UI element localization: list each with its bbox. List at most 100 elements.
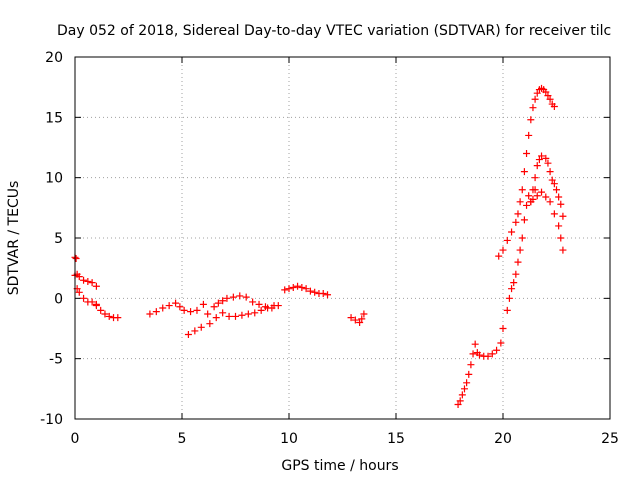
data-point: [360, 310, 368, 318]
data-point: [529, 104, 537, 112]
data-point: [214, 299, 222, 307]
data-point: [527, 116, 535, 124]
data-point: [520, 216, 528, 224]
data-point: [311, 288, 319, 296]
data-point: [557, 200, 565, 208]
points-layer: [71, 84, 567, 409]
data-point: [281, 286, 289, 294]
data-point: [324, 291, 332, 299]
data-point: [499, 325, 507, 332]
data-point: [527, 198, 535, 206]
data-point: [206, 320, 214, 328]
data-point: [454, 401, 462, 409]
data-point: [242, 293, 250, 301]
data-point: [199, 300, 207, 308]
data-point: [187, 308, 195, 316]
data-point: [223, 294, 231, 302]
data-point: [97, 306, 105, 314]
data-point: [294, 282, 302, 290]
x-axis-label: GPS time / hours: [281, 458, 398, 474]
data-point: [257, 306, 265, 314]
data-point: [191, 327, 199, 335]
y-tick-label: 15: [45, 110, 63, 126]
data-point: [484, 352, 492, 360]
data-point: [356, 318, 364, 326]
data-point: [550, 102, 558, 110]
x-tick-label: 10: [280, 431, 298, 447]
data-point: [525, 131, 533, 139]
data-point: [559, 246, 567, 254]
data-point: [497, 339, 505, 347]
data-point: [525, 192, 533, 200]
data-point: [114, 314, 122, 322]
x-tick-label: 5: [178, 431, 187, 447]
plot-frame: [74, 56, 611, 420]
data-point: [531, 95, 539, 103]
data-point: [75, 273, 83, 281]
data-point: [542, 193, 550, 201]
chart-title: Day 052 of 2018, Sidereal Day-to-day VTE…: [57, 23, 611, 39]
data-point: [255, 300, 263, 308]
data-point: [518, 186, 526, 194]
data-point: [92, 300, 100, 308]
data-point: [460, 385, 468, 393]
data-point: [347, 314, 355, 322]
x-tick-label: 15: [387, 431, 405, 447]
data-point: [499, 246, 507, 254]
data-point: [514, 258, 522, 266]
data-point: [493, 346, 501, 354]
data-point: [251, 309, 259, 317]
data-point: [542, 154, 550, 162]
data-point: [463, 379, 471, 387]
data-point: [503, 236, 511, 244]
data-point: [503, 306, 511, 314]
y-axis-label: SDTVAR / TECUs: [6, 181, 22, 296]
data-point: [456, 397, 464, 405]
data-point: [557, 234, 565, 242]
data-point: [232, 312, 239, 320]
data-point: [548, 176, 556, 184]
data-point: [197, 323, 205, 331]
y-tick-label: 5: [54, 231, 63, 247]
x-tick-label: 0: [71, 431, 80, 447]
data-point: [512, 270, 520, 278]
y-tick-label: 10: [45, 171, 63, 187]
data-point: [533, 192, 541, 200]
data-point: [514, 210, 522, 218]
data-point: [92, 282, 100, 290]
data-point: [105, 312, 113, 320]
data-point: [535, 156, 543, 164]
data-point: [542, 88, 550, 96]
data-point: [298, 283, 306, 291]
y-tick-label: 0: [54, 291, 63, 307]
data-point: [546, 198, 554, 206]
data-point: [518, 234, 526, 242]
data-point: [249, 298, 257, 306]
data-point: [523, 150, 531, 158]
data-point: [538, 188, 546, 196]
data-point: [319, 290, 327, 298]
data-point: [458, 391, 466, 399]
data-point: [204, 310, 212, 318]
y-tick-label: -10: [40, 412, 63, 428]
data-point: [244, 310, 252, 318]
data-point: [508, 228, 516, 236]
data-point: [219, 309, 227, 317]
data-point: [358, 315, 366, 323]
data-point: [553, 186, 560, 194]
data-point: [270, 302, 278, 310]
data-point: [467, 361, 475, 369]
data-point: [533, 162, 541, 170]
x-tick-label: 25: [601, 431, 619, 447]
data-point: [351, 316, 359, 324]
data-point: [516, 198, 524, 206]
data-point: [88, 279, 96, 287]
data-point: [236, 292, 244, 300]
data-point: [264, 304, 272, 312]
data-point: [510, 279, 518, 287]
data-point: [84, 277, 92, 285]
data-point: [523, 201, 531, 209]
data-point: [529, 186, 537, 194]
y-tick-label: 20: [45, 50, 63, 66]
